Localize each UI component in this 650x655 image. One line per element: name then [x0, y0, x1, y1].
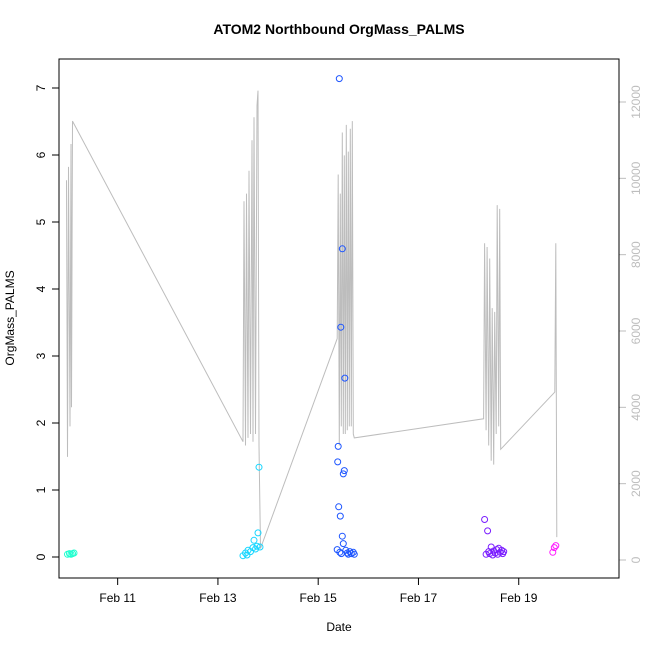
secondary-series-layer — [66, 90, 558, 549]
data-point — [70, 549, 78, 557]
chart-title: ATOM2 Northbound OrgMass_PALMS — [213, 21, 464, 37]
y-tick-label: 3 — [34, 352, 48, 359]
data-point — [254, 529, 262, 537]
y-tick-label: 5 — [34, 218, 48, 225]
y2-tick-label: 6000 — [629, 317, 643, 344]
data-point — [334, 442, 342, 450]
plot-frame — [58, 58, 620, 579]
y-tick-label: 4 — [34, 285, 48, 292]
x-axis-label: Date — [326, 620, 352, 634]
data-point — [484, 527, 492, 535]
data-point — [350, 550, 358, 558]
y-tick-label: 2 — [34, 419, 48, 426]
data-point — [481, 516, 489, 523]
x-tick-label: Feb 15 — [300, 591, 338, 605]
y-axis-label: OrgMass_PALMS — [3, 270, 17, 365]
data-point — [335, 75, 343, 83]
x-tick-label: Feb 19 — [500, 591, 538, 605]
data-point — [336, 548, 344, 556]
data-point — [341, 374, 349, 382]
x-tick-label: Feb 11 — [99, 591, 136, 605]
data-point — [256, 543, 264, 551]
data-point — [552, 542, 560, 550]
y-tick-label: 1 — [34, 486, 48, 493]
data-point — [549, 548, 557, 556]
scatter-points-layer — [64, 75, 560, 560]
data-point — [250, 536, 258, 544]
y2-tick-label: 10000 — [629, 161, 643, 195]
y2-tick-label: 4000 — [629, 394, 643, 421]
data-point — [347, 550, 355, 558]
y2-tick-label: 2000 — [629, 470, 643, 497]
data-point — [336, 512, 344, 520]
data-point — [550, 544, 558, 552]
secondary-series-line — [66, 90, 558, 549]
x-tick-label: Feb 17 — [400, 591, 438, 605]
y-tick-label: 0 — [34, 553, 48, 560]
y2-tick-label: 0 — [629, 556, 643, 563]
y2-tick-label: 8000 — [629, 241, 643, 268]
data-point — [338, 245, 346, 253]
data-point — [500, 548, 508, 556]
data-point — [334, 458, 342, 466]
x-tick-label: Feb 13 — [199, 591, 237, 605]
data-point — [335, 503, 343, 511]
data-point — [339, 540, 347, 548]
y2-tick-label: 12000 — [629, 85, 643, 119]
data-point — [339, 470, 347, 478]
y-tick-label: 6 — [34, 151, 48, 158]
y-tick-label: 7 — [34, 84, 48, 91]
data-point — [337, 323, 345, 331]
data-point — [255, 463, 263, 471]
data-point — [498, 546, 506, 554]
data-point — [340, 467, 348, 475]
data-point — [253, 542, 261, 550]
data-point — [338, 532, 346, 540]
